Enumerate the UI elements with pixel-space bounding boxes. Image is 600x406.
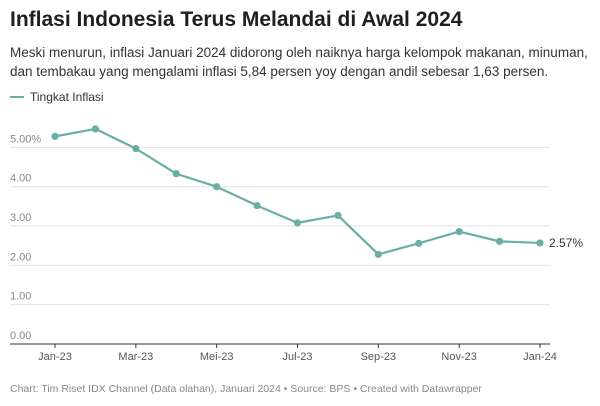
- chart-title: Inflasi Indonesia Terus Melandai di Awal…: [10, 8, 463, 31]
- data-point: [172, 170, 180, 178]
- data-point: [334, 211, 342, 220]
- data-point: [495, 237, 504, 245]
- data-point: [415, 239, 423, 247]
- x-tick-label: Nov-23: [441, 351, 476, 363]
- x-tick-label: Jan-23: [38, 351, 72, 363]
- legend-swatch: [10, 96, 24, 98]
- data-point: [51, 132, 59, 140]
- x-tick-label: Jan-24: [523, 351, 557, 363]
- data-point: [253, 201, 261, 210]
- y-tick-label: 2.00: [10, 251, 31, 263]
- legend-label: Tingkat Inflasi: [30, 90, 104, 104]
- x-tick-label: Sep-23: [361, 351, 396, 363]
- data-point: [374, 250, 382, 258]
- x-tick-label: Mei-23: [200, 351, 234, 363]
- chart-subtitle: Meski menurun, inflasi Januari 2024 dido…: [10, 45, 588, 79]
- y-tick-label: 0.00: [10, 330, 31, 342]
- data-point: [536, 239, 544, 247]
- x-tick-label: Mar-23: [118, 351, 153, 363]
- line-chart: 0.00 1.00 2.00 3.00 4.00 5.00% Jan-23 Mar-23 Mei…: [10, 125, 583, 363]
- data-point: [91, 125, 100, 133]
- data-point: [455, 227, 463, 236]
- data-point: [213, 183, 221, 191]
- end-value-label: 2.57%: [549, 236, 583, 250]
- chart-footer: Chart: Tim Riset IDX Channel (Data olaha…: [10, 383, 482, 395]
- legend: Tingkat Inflasi: [10, 90, 104, 104]
- data-point: [132, 144, 140, 153]
- y-tick-label: 3.00: [10, 212, 31, 224]
- data-point: [293, 219, 302, 227]
- x-tick-label: Jul-23: [283, 351, 313, 363]
- y-tick-label: 1.00: [10, 291, 31, 303]
- y-tick-label: 5.00%: [10, 133, 41, 145]
- y-tick-label: 4.00: [10, 173, 31, 185]
